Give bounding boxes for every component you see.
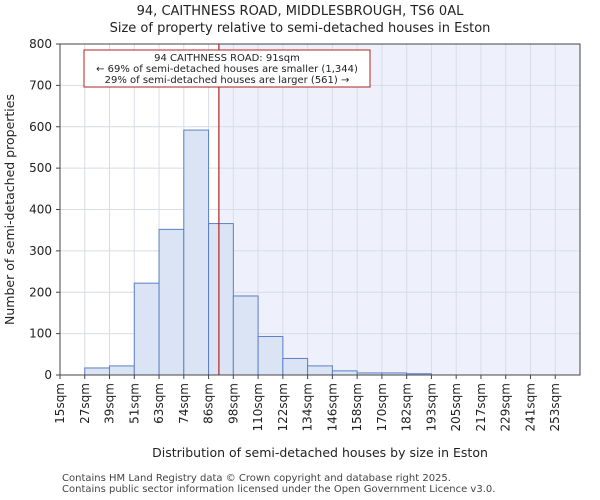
y-tick-label: 200 (29, 285, 52, 299)
annotation-line-2: ← 69% of semi-detached houses are smalle… (96, 64, 358, 75)
x-tick-label: 229sqm (499, 383, 513, 431)
x-tick-label: 51sqm (127, 383, 141, 424)
x-tick-label: 122sqm (276, 383, 290, 431)
x-tick-label: 110sqm (251, 383, 265, 431)
histogram-bar (158, 228, 185, 376)
annotation-box (83, 49, 371, 88)
x-tick-label: 63sqm (152, 383, 166, 424)
x-tick-label: 39sqm (103, 383, 117, 424)
footer-line-1: Contains HM Land Registry data © Crown c… (62, 473, 451, 484)
x-tick-label: 193sqm (424, 383, 438, 431)
x-tick-label: 15sqm (53, 383, 67, 424)
histogram-bar (257, 336, 284, 376)
y-tick-label: 400 (29, 203, 52, 217)
footer-line-2: Contains public sector information licen… (62, 484, 496, 495)
histogram-bar (331, 370, 358, 376)
histogram-bar (109, 365, 135, 376)
x-tick-label: 74sqm (177, 383, 191, 424)
histogram-bar (208, 223, 234, 376)
x-tick-label: 217sqm (474, 383, 488, 431)
y-tick-label: 500 (29, 161, 52, 175)
annotation-line-3: 29% of semi-detached houses are larger (… (105, 75, 350, 86)
x-tick-label: 134sqm (301, 383, 315, 431)
x-tick-label: 98sqm (226, 383, 240, 424)
x-tick-label: 241sqm (523, 383, 537, 431)
x-tick-label: 170sqm (375, 383, 389, 431)
chart-title: 94, CAITHNESS ROAD, MIDDLESBROUGH, TS6 0… (136, 4, 464, 19)
histogram-bar (307, 365, 333, 376)
x-tick-label: 158sqm (350, 383, 364, 431)
y-tick-label: 0 (44, 368, 52, 382)
x-tick-label: 205sqm (449, 383, 463, 431)
x-tick-label: 86sqm (202, 383, 216, 424)
x-tick-label: 27sqm (78, 383, 92, 424)
chart-subtitle: Size of property relative to semi-detach… (109, 21, 491, 36)
y-tick-label: 700 (29, 78, 52, 92)
annotation-line-1: 94 CAITHNESS ROAD: 91sqm (154, 53, 300, 64)
histogram-bar (232, 295, 259, 376)
histogram-bar (183, 129, 210, 376)
histogram-bar (84, 367, 111, 376)
y-tick-label: 600 (29, 120, 52, 134)
x-axis-label: Distribution of semi-detached houses by … (152, 445, 488, 460)
x-tick-label: 253sqm (548, 383, 562, 431)
y-tick-label: 300 (29, 244, 52, 258)
x-tick-label: 182sqm (400, 383, 414, 431)
x-tick-label: 146sqm (325, 383, 339, 431)
histogram-bar (282, 357, 309, 376)
y-tick-label: 100 (29, 327, 52, 341)
y-tick-label: 800 (29, 37, 52, 51)
y-axis-label: Number of semi-detached properties (2, 94, 17, 325)
histogram-bar (133, 282, 160, 376)
